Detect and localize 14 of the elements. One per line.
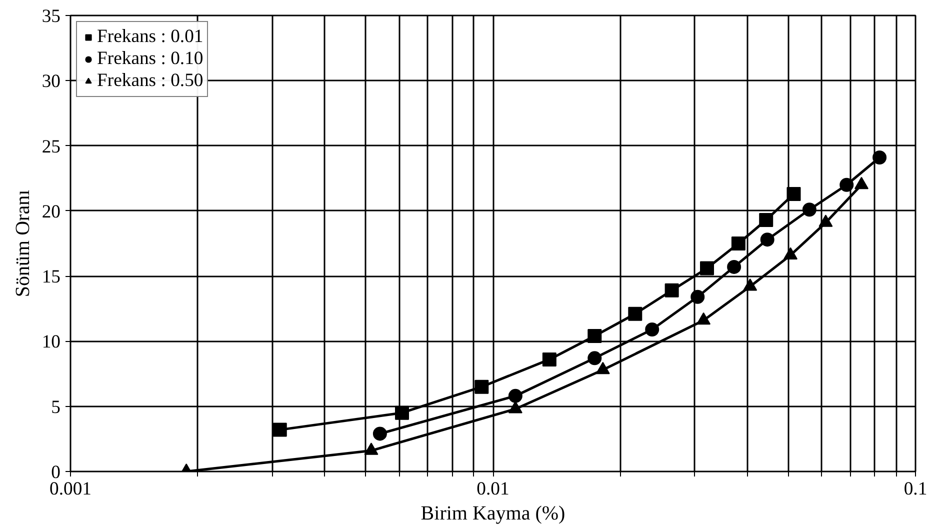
y-tick-label: 25 <box>42 136 60 158</box>
y-tick-label: 15 <box>42 266 60 288</box>
legend-label: Frekans : 0.50 <box>97 70 204 92</box>
y-tick-label: 30 <box>42 71 60 92</box>
x-axis-title: Birim Kayma (%) <box>420 502 566 524</box>
x-tick-label: 0.01 <box>476 478 510 500</box>
legend-label: Frekans : 0.10 <box>97 48 204 70</box>
y-tick-label: 20 <box>42 201 60 222</box>
y-tick-label: 10 <box>42 332 60 353</box>
y-tick-label: 5 <box>51 396 60 418</box>
x-tick-label: 0.1 <box>904 478 928 500</box>
y-tick-label: 35 <box>42 6 60 27</box>
legend-label: Frekans : 0.01 <box>97 26 204 48</box>
y-axis-title: Sönüm Oranı <box>12 189 34 298</box>
